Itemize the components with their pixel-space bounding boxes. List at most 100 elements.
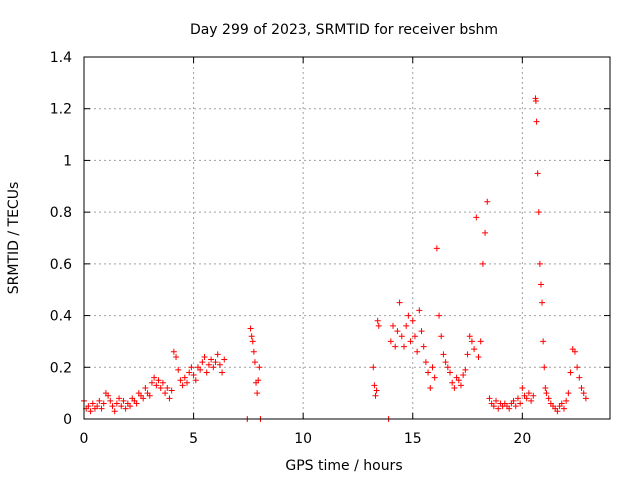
data-point [179,382,186,389]
data-point [398,333,405,340]
data-point [542,384,549,391]
data-point [530,392,537,399]
data-point [422,359,429,366]
data-point [96,397,103,404]
data-point [248,333,255,340]
data-point [411,333,418,340]
data-point [170,348,177,355]
data-point [166,395,173,402]
data-point [490,403,497,410]
data-point [153,382,160,389]
data-point [254,390,261,397]
data-point [251,359,258,366]
data-point [203,369,210,376]
data-point [495,405,502,412]
data-point [512,403,519,410]
data-point [433,245,440,252]
data-point [197,366,204,373]
data-point [540,338,547,345]
y-tick-label: 0.8 [50,205,72,221]
data-point [113,400,120,407]
data-point [580,390,587,397]
data-point [133,400,140,407]
data-point [554,408,561,415]
data-point [468,338,475,345]
data-point [208,356,215,363]
data-point [510,397,517,404]
data-point [219,369,226,376]
data-point [482,229,489,236]
data-point [168,387,175,394]
data-point [85,403,92,410]
data-point [400,343,407,350]
data-point [536,260,543,267]
data-point [545,395,552,402]
y-tick-label: 1.2 [50,102,72,118]
data-point [100,400,107,407]
data-point [436,312,443,319]
data-point [94,403,101,410]
data-point [89,400,96,407]
data-point [574,364,581,371]
data-point [403,322,410,329]
data-point [107,397,114,404]
data-point [560,405,567,412]
data-point [212,359,219,366]
data-point [118,403,125,410]
data-point [431,374,438,381]
data-point [533,118,540,125]
data-point [205,361,212,368]
data-point [155,377,162,384]
data-point [210,364,217,371]
data-point [466,333,473,340]
data-point [188,364,195,371]
data-point [418,328,425,335]
data-point [159,379,166,386]
data-point [464,351,471,358]
data-point [565,390,572,397]
data-point [535,209,542,216]
x-tick-label: 5 [189,431,198,447]
data-point [396,299,403,306]
data-point [372,392,379,399]
data-point [87,408,94,415]
data-point [374,317,381,324]
y-tick-labels: 0 0.2 0.4 0.6 0.8 1 1.2 1.4 [50,50,72,428]
data-point [493,397,500,404]
data-point [442,359,449,366]
data-point [390,322,397,329]
data-point [371,382,378,389]
data-point [429,364,436,371]
data-point [532,97,539,104]
x-tick-label: 0 [80,431,89,447]
data-point [543,390,550,397]
x-tick-label: 10 [294,431,312,447]
data-point [525,390,532,397]
data-point [192,377,199,384]
data-point [486,395,493,402]
data-point [175,366,182,373]
data-point [409,317,416,324]
y-tick-label: 1 [63,153,72,169]
data-point [405,312,412,319]
data-point [247,325,254,332]
chart-title: Day 299 of 2023, SRMTID for receiver bsh… [190,22,498,38]
data-point [475,353,482,360]
data-point [460,372,467,379]
plot-frame [83,56,611,420]
data-point [201,353,208,360]
data-point [449,379,456,386]
data-point [517,400,524,407]
data-point [127,403,134,410]
data-point [567,369,574,376]
data-point [539,299,546,306]
data-point [122,405,129,412]
x-tick-label: 20 [513,431,531,447]
data-point [255,377,262,384]
data-point [479,260,486,267]
data-point [578,384,585,391]
data-point [199,359,206,366]
axis-ticks [83,56,610,420]
y-tick-label: 0.4 [50,309,72,325]
data-point [541,364,548,371]
